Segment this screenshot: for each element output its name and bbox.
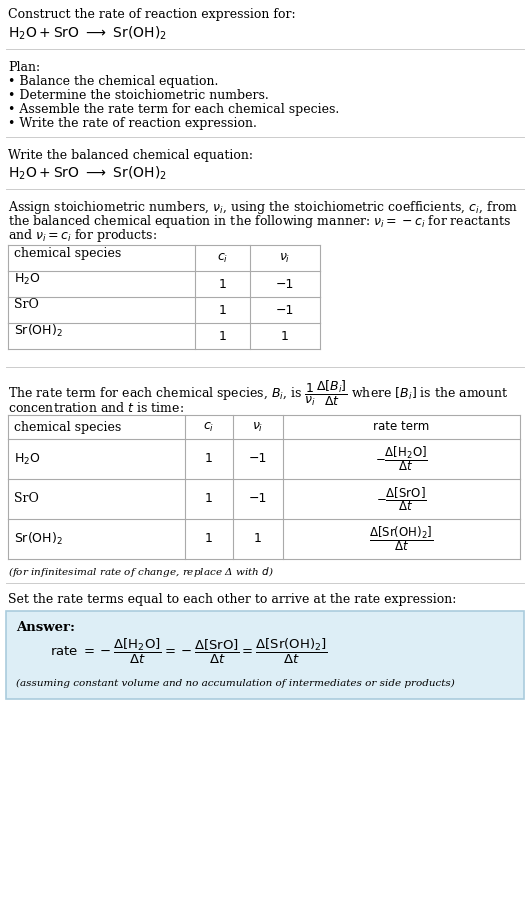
Text: $\mathrm{H_2O + SrO\ \longrightarrow\ Sr(OH)_2}$: $\mathrm{H_2O + SrO\ \longrightarrow\ Sr… — [8, 25, 167, 43]
Text: SrO: SrO — [14, 298, 39, 311]
Text: $\mathrm{H_2O + SrO\ \longrightarrow\ Sr(OH)_2}$: $\mathrm{H_2O + SrO\ \longrightarrow\ Sr… — [8, 165, 167, 182]
Text: −1: −1 — [249, 452, 267, 466]
Text: $\nu_i$: $\nu_i$ — [252, 420, 264, 433]
Text: $\dfrac{\Delta[\mathrm{Sr(OH)_2}]}{\Delta t}$: $\dfrac{\Delta[\mathrm{Sr(OH)_2}]}{\Delt… — [369, 524, 434, 553]
Text: $\mathrm{Sr(OH)_2}$: $\mathrm{Sr(OH)_2}$ — [14, 531, 63, 547]
Text: rate $= -\dfrac{\Delta[\mathrm{H_2O}]}{\Delta t} = -\dfrac{\Delta[\mathrm{SrO}]}: rate $= -\dfrac{\Delta[\mathrm{H_2O}]}{\… — [50, 637, 328, 666]
Text: chemical species: chemical species — [14, 247, 121, 259]
Text: $\mathrm{Sr(OH)_2}$: $\mathrm{Sr(OH)_2}$ — [14, 323, 63, 339]
Text: Construct the rate of reaction expression for:: Construct the rate of reaction expressio… — [8, 8, 296, 21]
Text: 1: 1 — [254, 532, 262, 545]
Text: • Balance the chemical equation.: • Balance the chemical equation. — [8, 75, 218, 88]
Text: 1: 1 — [218, 304, 226, 317]
Text: • Assemble the rate term for each chemical species.: • Assemble the rate term for each chemic… — [8, 103, 339, 116]
Text: $c_i$: $c_i$ — [217, 251, 228, 265]
Text: −1: −1 — [276, 304, 294, 317]
Text: Write the balanced chemical equation:: Write the balanced chemical equation: — [8, 149, 253, 162]
Text: −1: −1 — [276, 278, 294, 290]
Text: chemical species: chemical species — [14, 420, 121, 433]
Text: 1: 1 — [218, 329, 226, 342]
Text: 1: 1 — [218, 278, 226, 290]
Text: SrO: SrO — [14, 492, 39, 505]
Text: • Determine the stoichiometric numbers.: • Determine the stoichiometric numbers. — [8, 89, 269, 102]
Text: 1: 1 — [281, 329, 289, 342]
Text: (assuming constant volume and no accumulation of intermediates or side products): (assuming constant volume and no accumul… — [16, 679, 455, 688]
FancyBboxPatch shape — [6, 611, 524, 699]
Text: and $\nu_i = c_i$ for products:: and $\nu_i = c_i$ for products: — [8, 227, 157, 244]
Text: 1: 1 — [205, 532, 213, 545]
Text: • Write the rate of reaction expression.: • Write the rate of reaction expression. — [8, 117, 257, 130]
Text: The rate term for each chemical species, $B_i$, is $\dfrac{1}{\nu_i}\dfrac{\Delt: The rate term for each chemical species,… — [8, 379, 509, 408]
Text: rate term: rate term — [373, 420, 430, 433]
Text: $-\dfrac{\Delta[\mathrm{H_2O}]}{\Delta t}$: $-\dfrac{\Delta[\mathrm{H_2O}]}{\Delta t… — [375, 445, 428, 473]
Text: (for infinitesimal rate of change, replace Δ with $d$): (for infinitesimal rate of change, repla… — [8, 565, 274, 579]
Text: 1: 1 — [205, 452, 213, 466]
Text: $\mathrm{H_2O}$: $\mathrm{H_2O}$ — [14, 451, 41, 467]
Text: Set the rate terms equal to each other to arrive at the rate expression:: Set the rate terms equal to each other t… — [8, 593, 456, 606]
Text: $\mathrm{H_2O}$: $\mathrm{H_2O}$ — [14, 271, 41, 287]
Text: $c_i$: $c_i$ — [204, 420, 215, 433]
Text: Answer:: Answer: — [16, 621, 75, 634]
Text: $-\dfrac{\Delta[\mathrm{SrO}]}{\Delta t}$: $-\dfrac{\Delta[\mathrm{SrO}]}{\Delta t}… — [376, 485, 427, 513]
Text: concentration and $t$ is time:: concentration and $t$ is time: — [8, 401, 184, 415]
Text: $\nu_i$: $\nu_i$ — [279, 251, 290, 265]
Text: Assign stoichiometric numbers, $\nu_i$, using the stoichiometric coefficients, $: Assign stoichiometric numbers, $\nu_i$, … — [8, 199, 518, 216]
Text: Plan:: Plan: — [8, 61, 40, 74]
Text: 1: 1 — [205, 492, 213, 505]
Text: −1: −1 — [249, 492, 267, 505]
Text: the balanced chemical equation in the following manner: $\nu_i = -c_i$ for react: the balanced chemical equation in the fo… — [8, 213, 511, 230]
